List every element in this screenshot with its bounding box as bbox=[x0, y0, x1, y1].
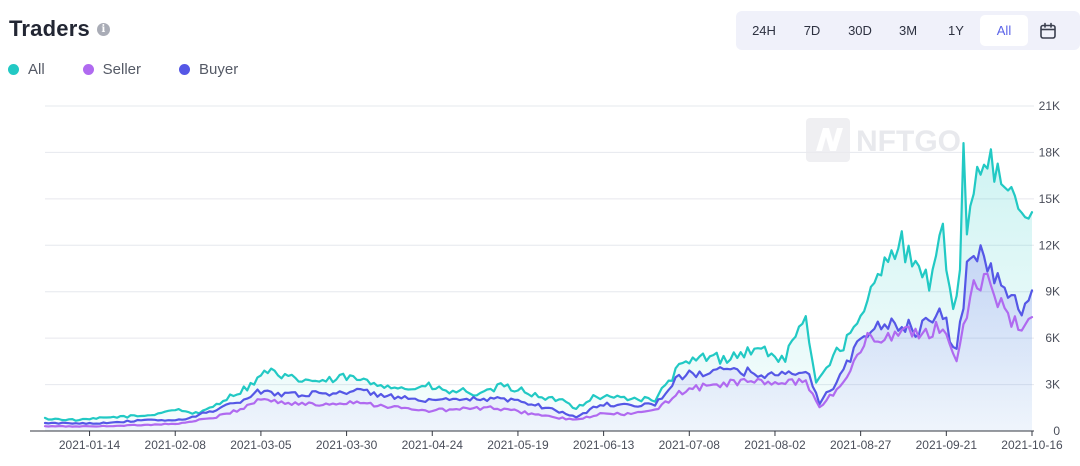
range-button-24h[interactable]: 24H bbox=[752, 23, 776, 38]
calendar-button[interactable] bbox=[1028, 15, 1068, 46]
x-tick-label: 2021-03-30 bbox=[316, 438, 378, 452]
chart-header: Traders i bbox=[9, 16, 110, 42]
range-button-1y[interactable]: 1Y bbox=[948, 23, 964, 38]
y-tick-label: 21K bbox=[1039, 99, 1060, 113]
legend-dot-all bbox=[8, 64, 19, 75]
x-axis-ticks: 2021-01-14 2021-02-08 2021-03-05 2021-03-30… bbox=[59, 431, 1063, 452]
calendar-icon bbox=[1040, 22, 1056, 39]
watermark: NFTGO bbox=[806, 118, 961, 162]
y-tick-label: 15K bbox=[1039, 192, 1060, 206]
legend-item-buyer[interactable]: Buyer bbox=[179, 61, 238, 78]
legend-label-buyer: Buyer bbox=[199, 61, 239, 78]
legend-dot-buyer bbox=[179, 64, 191, 75]
y-tick-label: 0 bbox=[1053, 424, 1060, 438]
chart-legend: All Seller Buyer bbox=[8, 61, 276, 78]
x-tick-label: 2021-06-13 bbox=[573, 438, 635, 452]
x-tick-label: 2021-01-14 bbox=[59, 438, 121, 452]
legend-item-seller[interactable]: Seller bbox=[82, 61, 142, 78]
y-tick-label: 18K bbox=[1039, 145, 1060, 159]
y-tick-label: 9K bbox=[1045, 285, 1060, 299]
y-tick-label: 6K bbox=[1045, 331, 1060, 345]
legend-dot-seller bbox=[82, 64, 94, 75]
range-button-3m[interactable]: 3M bbox=[898, 23, 918, 38]
series-line-seller bbox=[43, 272, 1034, 428]
legend-item-all[interactable]: All bbox=[8, 61, 45, 78]
chart-title: Traders bbox=[9, 16, 90, 41]
x-tick-label: 2021-08-02 bbox=[744, 438, 806, 452]
y-axis-ticks: 0 3K 6K 9K 12K 15K 18K 21K bbox=[1039, 99, 1061, 438]
time-range-selector: 24H 7D 30D 3M 1Y All bbox=[736, 11, 1080, 50]
series-line-all bbox=[43, 142, 1034, 422]
watermark-text: NFTGO bbox=[856, 125, 961, 158]
x-tick-label: 2021-09-21 bbox=[916, 438, 978, 452]
x-tick-label: 2021-08-27 bbox=[830, 438, 892, 452]
legend-label-seller: Seller bbox=[102, 61, 142, 78]
x-tick-label: 2021-02-08 bbox=[145, 438, 207, 452]
y-tick-label: 3K bbox=[1045, 378, 1060, 392]
series-areas bbox=[45, 143, 1032, 431]
x-tick-label: 2021-07-08 bbox=[659, 438, 721, 452]
range-button-7d[interactable]: 7D bbox=[803, 23, 821, 38]
series-lines bbox=[43, 142, 1034, 428]
x-tick-label: 2021-10-16 bbox=[1001, 438, 1063, 452]
x-tick-label: 2021-03-05 bbox=[230, 438, 292, 452]
info-icon[interactable]: i bbox=[96, 22, 110, 36]
x-tick-label: 2021-04-24 bbox=[402, 438, 464, 452]
range-button-all[interactable]: All bbox=[980, 15, 1028, 46]
x-tick-label: 2021-05-19 bbox=[487, 438, 549, 452]
y-tick-label: 12K bbox=[1039, 238, 1060, 252]
legend-label-all: All bbox=[28, 61, 45, 78]
range-button-30d[interactable]: 30D bbox=[848, 23, 872, 38]
